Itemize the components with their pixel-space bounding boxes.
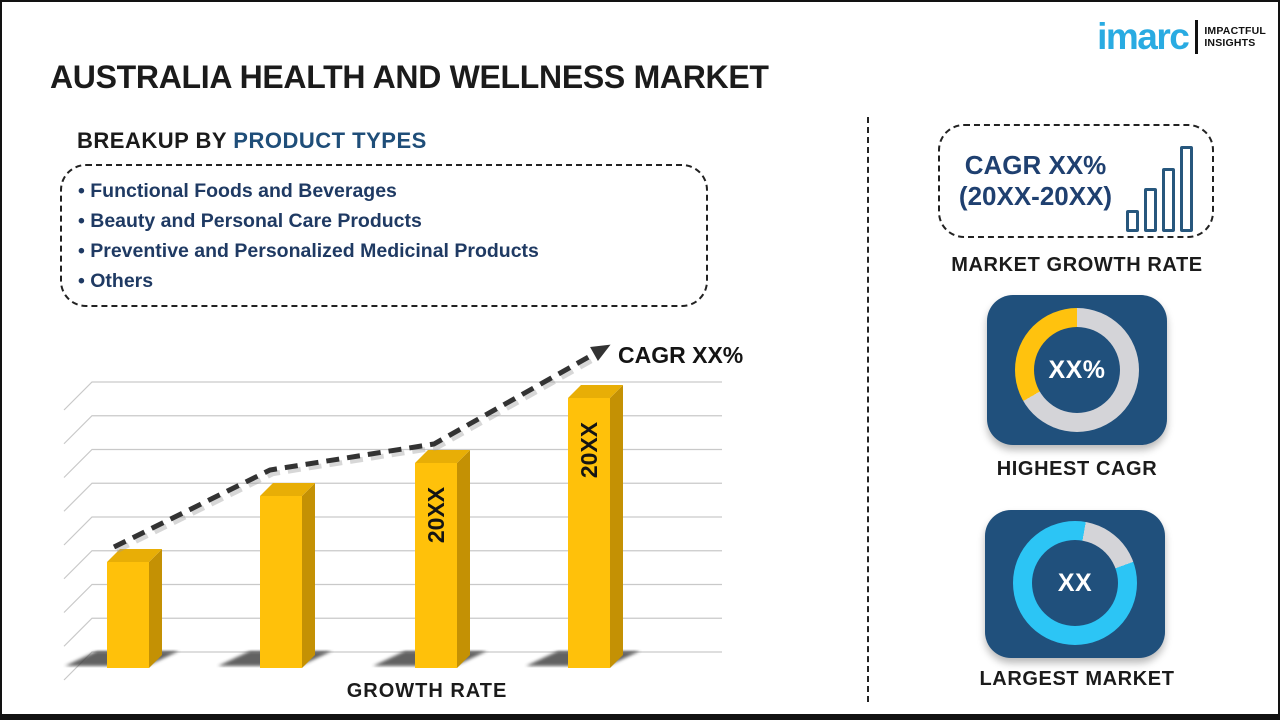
cagr-box-text: CAGR XX% (20XX-20XX) <box>958 150 1113 211</box>
growth-bars-icon <box>1126 144 1194 232</box>
chart-bar: 20XX <box>568 385 623 668</box>
highest-cagr-card: XX% <box>987 295 1167 445</box>
largest-market-card: XX <box>985 510 1165 658</box>
chart-bar: 20XX <box>415 450 470 668</box>
trend-arrowhead <box>590 344 611 361</box>
highest-cagr-donut: XX% <box>1015 308 1139 432</box>
trend-line <box>112 351 596 550</box>
bar-year-label: 20XX <box>576 421 602 478</box>
xaxis-label: GROWTH RATE <box>346 680 508 702</box>
logo-divider-bar <box>1195 20 1199 54</box>
product-type-item: • Preventive and Personalized Medicinal … <box>78 240 539 262</box>
donut-hole <box>1034 327 1120 413</box>
product-types-list: • Functional Foods and Beverages • Beauty… <box>78 176 706 296</box>
product-type-item: • Beauty and Personal Care Products <box>78 210 422 232</box>
gridlines <box>63 381 722 681</box>
product-types-box: • Functional Foods and Beverages • Beauty… <box>60 164 708 307</box>
product-type-item: • Functional Foods and Beverages <box>78 180 397 202</box>
imarc-logo: imarc IMPACTFUL INSIGHTS <box>1097 16 1266 57</box>
trend-cagr-label: CAGR XX% <box>618 342 744 368</box>
vertical-dashed-divider <box>867 117 869 702</box>
largest-market-caption: LARGEST MARKET <box>979 668 1175 690</box>
breakup-heading: BREAKUP BY PRODUCT TYPES <box>77 128 427 154</box>
logo-tagline: IMPACTFUL INSIGHTS <box>1204 25 1266 49</box>
page-title: AUSTRALIA HEALTH AND WELLNESS MARKET <box>50 59 769 95</box>
bar-year-label: 20XX <box>423 486 449 543</box>
product-type-item: • Others <box>78 270 154 292</box>
largest-market-value: XX <box>1057 568 1093 597</box>
market-growth-rate-caption: MARKET GROWTH RATE <box>951 254 1203 276</box>
market-growth-rate-box: CAGR XX% (20XX-20XX) <box>938 124 1214 238</box>
highest-cagr-caption: HIGHEST CAGR <box>996 458 1158 480</box>
highest-cagr-value: XX% <box>1048 355 1106 384</box>
largest-market-donut: XX <box>1013 521 1137 645</box>
breakup-heading-highlight: PRODUCT TYPES <box>233 128 427 153</box>
breakup-heading-prefix: BREAKUP BY <box>77 128 227 153</box>
chart-bar <box>107 549 162 668</box>
growth-bar-chart: 20XX 20XX <box>63 344 722 681</box>
chart-bar <box>260 483 315 668</box>
imarc-wordmark: imarc <box>1097 16 1190 57</box>
donut-hole <box>1032 540 1118 626</box>
